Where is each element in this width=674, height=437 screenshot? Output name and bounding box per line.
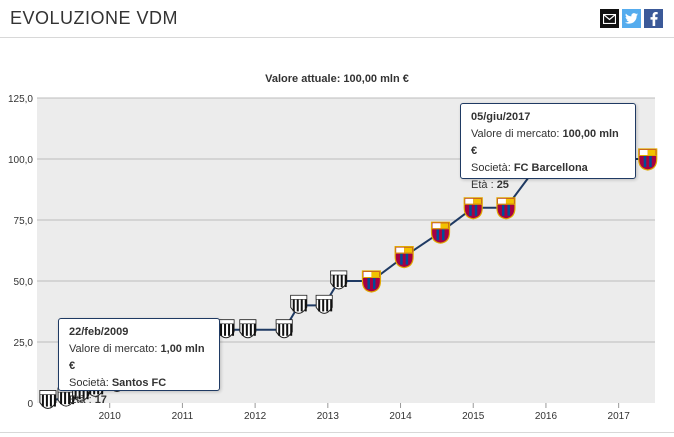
- tooltip-date: 05/giu/2017: [471, 111, 531, 123]
- barcelona-crest-marker[interactable]: [496, 197, 516, 220]
- y-tick-label: 125,0: [8, 94, 33, 105]
- y-tick-label: 0: [27, 399, 33, 410]
- barcelona-crest-marker[interactable]: [638, 148, 658, 171]
- tooltip-value: 1,00 mln €: [69, 343, 205, 372]
- facebook-share-button[interactable]: [644, 9, 663, 28]
- santos-crest-marker[interactable]: [217, 319, 235, 339]
- chart-header: EVOLUZIONE VDM: [0, 0, 674, 38]
- bottom-divider: [0, 432, 674, 433]
- x-tick-label: 2017: [608, 411, 631, 422]
- tooltip-value-row: Valore di mercato: 100,00 mln €: [471, 126, 625, 160]
- tooltip-value-label: Valore di mercato:: [69, 343, 158, 355]
- tooltip-club: Santos FC: [111, 377, 167, 389]
- santos-crest-marker[interactable]: [239, 319, 257, 339]
- section-title: EVOLUZIONE VDM: [10, 8, 179, 28]
- tooltip-age: 17: [94, 394, 107, 406]
- tooltip-club-row: Società: FC Barcellona: [471, 160, 625, 177]
- x-tick-label: 2010: [99, 411, 122, 422]
- axes: 0 25,0 50,0 75,0 100,0 125,0 2010 2011 2012 2013 2…: [8, 94, 630, 422]
- tooltip-age-row: Età : 17: [69, 392, 209, 409]
- y-tick-label: 50,0: [14, 277, 34, 288]
- santos-crest-marker[interactable]: [275, 319, 293, 339]
- twitter-icon: [625, 13, 638, 24]
- x-tick-label: 2011: [172, 411, 194, 422]
- x-tick-label: 2014: [389, 411, 412, 422]
- x-tick-label: 2012: [244, 411, 267, 422]
- y-tick-label: 75,0: [14, 216, 34, 227]
- tooltip-age: 25: [496, 179, 509, 191]
- tooltip-club-label: Società:: [471, 162, 511, 174]
- tooltip-first-value: 22/feb/2009 Valore di mercato: 1,00 mln …: [58, 318, 220, 406]
- y-tick-label: 25,0: [14, 338, 34, 349]
- tooltip-club-label: Società:: [69, 377, 109, 389]
- facebook-icon: [650, 11, 658, 26]
- mail-share-button[interactable]: [600, 9, 619, 28]
- tooltip-club: FC Barcellona: [513, 162, 588, 174]
- santos-crest-marker[interactable]: [290, 294, 308, 314]
- tooltip-value-label: Valore di mercato:: [471, 128, 560, 140]
- x-tick-label: 2015: [462, 411, 485, 422]
- tooltip-club-row: Società: Santos FC: [69, 375, 209, 392]
- tooltip-age-label: Età :: [471, 179, 494, 191]
- tooltip-value-row: Valore di mercato: 1,00 mln €: [69, 341, 209, 375]
- twitter-share-button[interactable]: [622, 9, 641, 28]
- tooltip-age-label: Età :: [69, 394, 92, 406]
- tooltip-value: 100,00 mln €: [471, 128, 619, 157]
- santos-crest-marker[interactable]: [330, 270, 348, 290]
- chart-title: Valore attuale: 100,00 mln €: [265, 73, 409, 85]
- santos-crest-marker[interactable]: [315, 294, 333, 314]
- mail-icon: [603, 13, 616, 24]
- barcelona-crest-marker[interactable]: [394, 246, 414, 269]
- x-tick-label: 2013: [317, 411, 340, 422]
- barcelona-crest-marker[interactable]: [463, 197, 483, 220]
- y-tick-label: 100,0: [8, 155, 33, 166]
- santos-crest-marker[interactable]: [39, 390, 57, 410]
- x-tick-label: 2016: [535, 411, 558, 422]
- tooltip-age-row: Età : 25: [471, 177, 625, 194]
- barcelona-crest-marker[interactable]: [430, 221, 451, 244]
- tooltip-date: 22/feb/2009: [69, 326, 129, 338]
- tooltip-current-value: 05/giu/2017 Valore di mercato: 100,00 ml…: [460, 103, 636, 191]
- barcelona-crest-marker[interactable]: [361, 270, 382, 293]
